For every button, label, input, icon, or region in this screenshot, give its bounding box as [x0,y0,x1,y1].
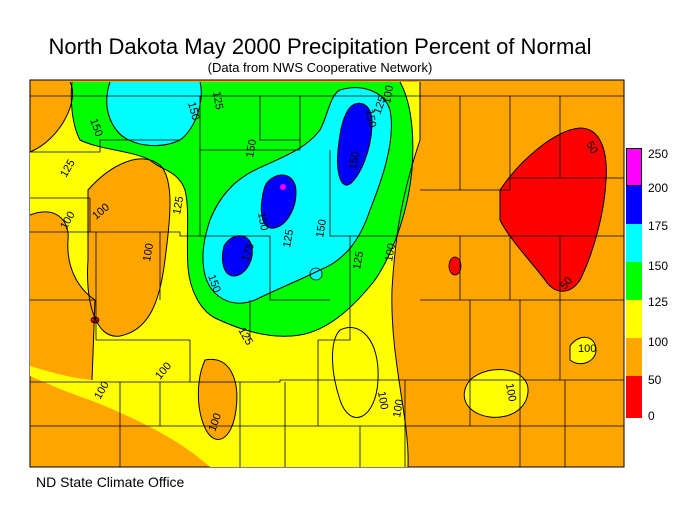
legend-label: 100 [648,335,669,349]
legend-label: 0 [648,409,655,423]
contour-region-orange [198,359,237,440]
contour-label: 125 [281,228,296,248]
legend-label: 250 [648,147,669,161]
legend-band [626,186,642,224]
legend-label: 50 [648,373,662,387]
contour-label: 125 [351,250,366,270]
contour-label: 50 [583,140,600,157]
contour-label: 100 [391,398,406,418]
contour-region-orange [87,159,170,337]
contour-label: 100 [578,343,596,355]
contour-region-magenta [280,184,286,190]
contour-label: 100 [141,242,156,262]
legend-label: 150 [648,259,669,273]
legend-band [626,262,642,300]
contour-label: 150 [205,273,223,294]
contour-label: 150 [314,218,329,238]
legend-band [626,224,642,262]
contour-region-cyan [106,82,202,146]
contour-label: 100 [207,412,225,433]
legend-band [626,338,642,376]
legend-label: 175 [648,219,669,233]
legend-band [626,148,642,186]
contour-label: 150 [87,117,105,138]
contour-region-red [499,127,607,292]
contour-label: 100 [375,390,390,410]
legend-label: 125 [648,295,669,309]
contour-label: 150 [255,211,270,231]
contour-label: 100 [381,84,396,104]
contour-label: 175 [240,242,258,263]
contour-label: 125 [171,195,186,215]
footer-credit: ND State Climate Office [36,474,185,490]
contour-label: 125 [210,90,225,110]
map-title: North Dakota May 2000 Precipitation Perc… [48,34,592,59]
contour-label: 125 [372,95,390,116]
contour-region-blue [337,103,372,186]
legend-band [626,376,642,418]
contour-label: 150 [347,150,362,170]
contour-region-blue [261,174,296,229]
contour-label: 100 [503,382,518,402]
contour-region-yellow [332,327,379,418]
legend: 250 200 175 150 125 100 50 0 [626,147,668,423]
contour-region-blue [222,235,253,276]
contour-region-orange [30,211,95,380]
contour-region-red [448,256,462,276]
legend-band [626,300,642,338]
contour-label: 150 [185,101,201,122]
legend-label: 200 [648,181,669,195]
contour-labels: 150 150 125 100 125 150 150 150 125 150 … [58,84,600,433]
contour-label: 100 [383,242,398,262]
contour-region-yellow [464,369,529,418]
county-boundaries [30,95,624,467]
contour-label: 150 [244,138,259,158]
map-subtitle: (Data from NWS Cooperative Network) [207,60,433,75]
contour-region-yellow [570,337,596,364]
contour-label: 150 [363,108,378,128]
